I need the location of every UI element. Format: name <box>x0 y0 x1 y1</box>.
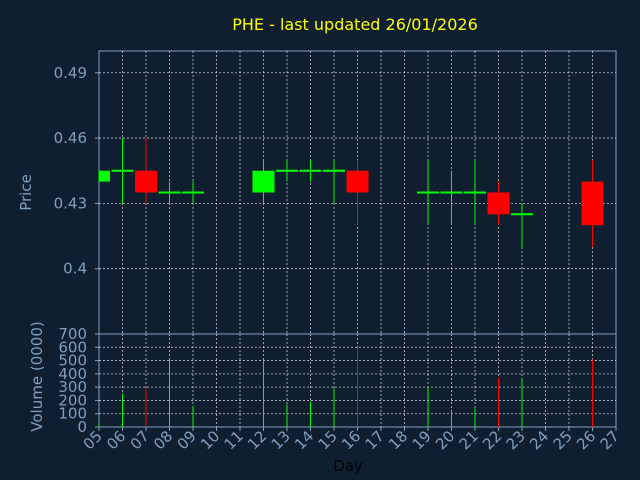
price-candle <box>276 159 298 182</box>
candle-body <box>99 170 110 182</box>
volume-tick-label: 700 <box>58 325 87 343</box>
price-candle <box>182 181 204 204</box>
volume-tick-label: 0 <box>77 418 87 436</box>
volume-tick-label: 100 <box>58 405 87 423</box>
price-candle <box>346 159 369 226</box>
volume-tick-label: 300 <box>58 378 87 396</box>
volume-axis-label: Volume (0000) <box>28 321 46 431</box>
price-candle <box>487 181 510 226</box>
price-candle <box>511 203 533 247</box>
price-axis-label: Price <box>17 174 35 211</box>
price-tick-label: 0.4 <box>63 260 87 278</box>
price-tick-label: 0.43 <box>54 194 87 212</box>
volume-tick-label: 600 <box>58 338 87 356</box>
price-candle <box>323 159 345 204</box>
price-candle <box>464 159 486 226</box>
volume-tick-label: 500 <box>58 352 87 370</box>
candle-body <box>346 170 369 193</box>
price-candle <box>299 159 322 182</box>
candle-body <box>487 192 510 215</box>
candle-body <box>135 170 157 193</box>
price-tick-label: 0.46 <box>54 129 87 147</box>
volume-tick-label: 200 <box>58 391 87 409</box>
price-candle <box>158 181 181 204</box>
price-candle <box>135 138 157 204</box>
price-candle <box>440 170 463 226</box>
chart-title: PHE - last updated 26/01/2026 <box>232 15 478 34</box>
candle-body <box>252 170 275 193</box>
price-candle <box>111 138 134 204</box>
x-axis-label: Day <box>333 457 363 475</box>
price-candle <box>98 170 110 182</box>
price-tick-label: 0.49 <box>54 64 87 82</box>
volume-tick-label: 400 <box>58 365 87 383</box>
candle-body <box>581 181 604 226</box>
price-candle <box>252 159 275 204</box>
price-panel: 0.4 0.43 0.46 0.49 Price <box>17 50 617 335</box>
price-candle <box>417 159 439 226</box>
price-candle <box>581 159 604 247</box>
